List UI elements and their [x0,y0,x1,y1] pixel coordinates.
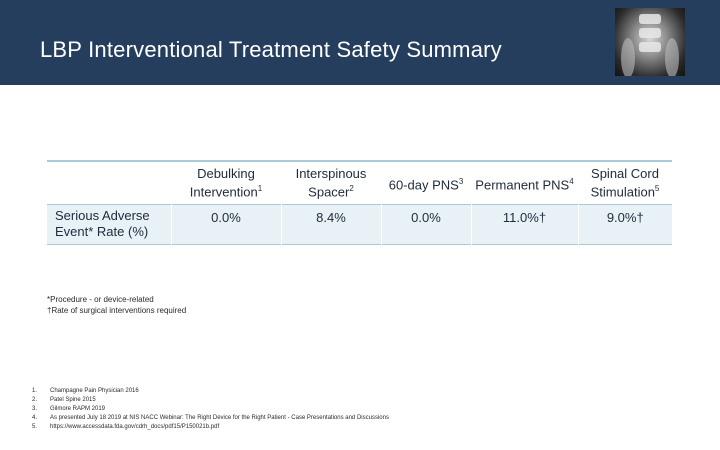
spine-xray-image [615,8,685,76]
column-header: Debulking Intervention1 [189,166,263,200]
column-header: Spinal Cord Stimulation5 [590,166,660,200]
list-item: 5. https://www.accessdata.fda.gov/cdrh_do… [32,424,220,430]
column-header: 60-day PNS3 [388,176,464,192]
footnote-asterisk: *Procedure - or device-related [47,295,154,304]
table-cell: 0.0% [170,204,281,244]
list-item: 1. Champagne Pain Physician 2016 [32,388,139,394]
references-list: 1. Champagne Pain Physician 2016 2. Patel … [32,387,389,432]
list-item: 4. As presented July 18 2019 at NIS NACC … [32,415,389,421]
title-bar: LBP Interventional Treatment Safety Summ… [0,0,720,85]
column-header: Permanent PNS4 [475,176,574,192]
list-item: 2. Patel Spine 2015 [32,397,96,403]
table-row: Serious Adverse Event* Rate (%) 0.0% 8.4… [47,204,672,244]
table-cell: 0.0% [380,204,471,244]
table-cell: 8.4% [280,204,381,244]
table-cell: 11.0%† [470,204,578,244]
header-empty-cell [47,161,171,204]
safety-summary-table: Debulking Intervention1 Interspinous Spa… [47,160,672,245]
column-header: Interspinous Spacer2 [295,166,367,200]
list-item: 3. Gilmore RAPM 2019 [32,406,106,412]
footnotes: *Procedure - or device-related †Rate of … [47,294,186,316]
row-header: Serious Adverse Event* Rate (%) [55,208,150,239]
table-cell: 9.0%† [577,204,672,244]
footnote-dagger: †Rate of surgical interventions required [47,306,187,315]
table-header-row: Debulking Intervention1 Interspinous Spa… [47,161,672,204]
slide-title: LBP Interventional Treatment Safety Summ… [40,37,502,62]
